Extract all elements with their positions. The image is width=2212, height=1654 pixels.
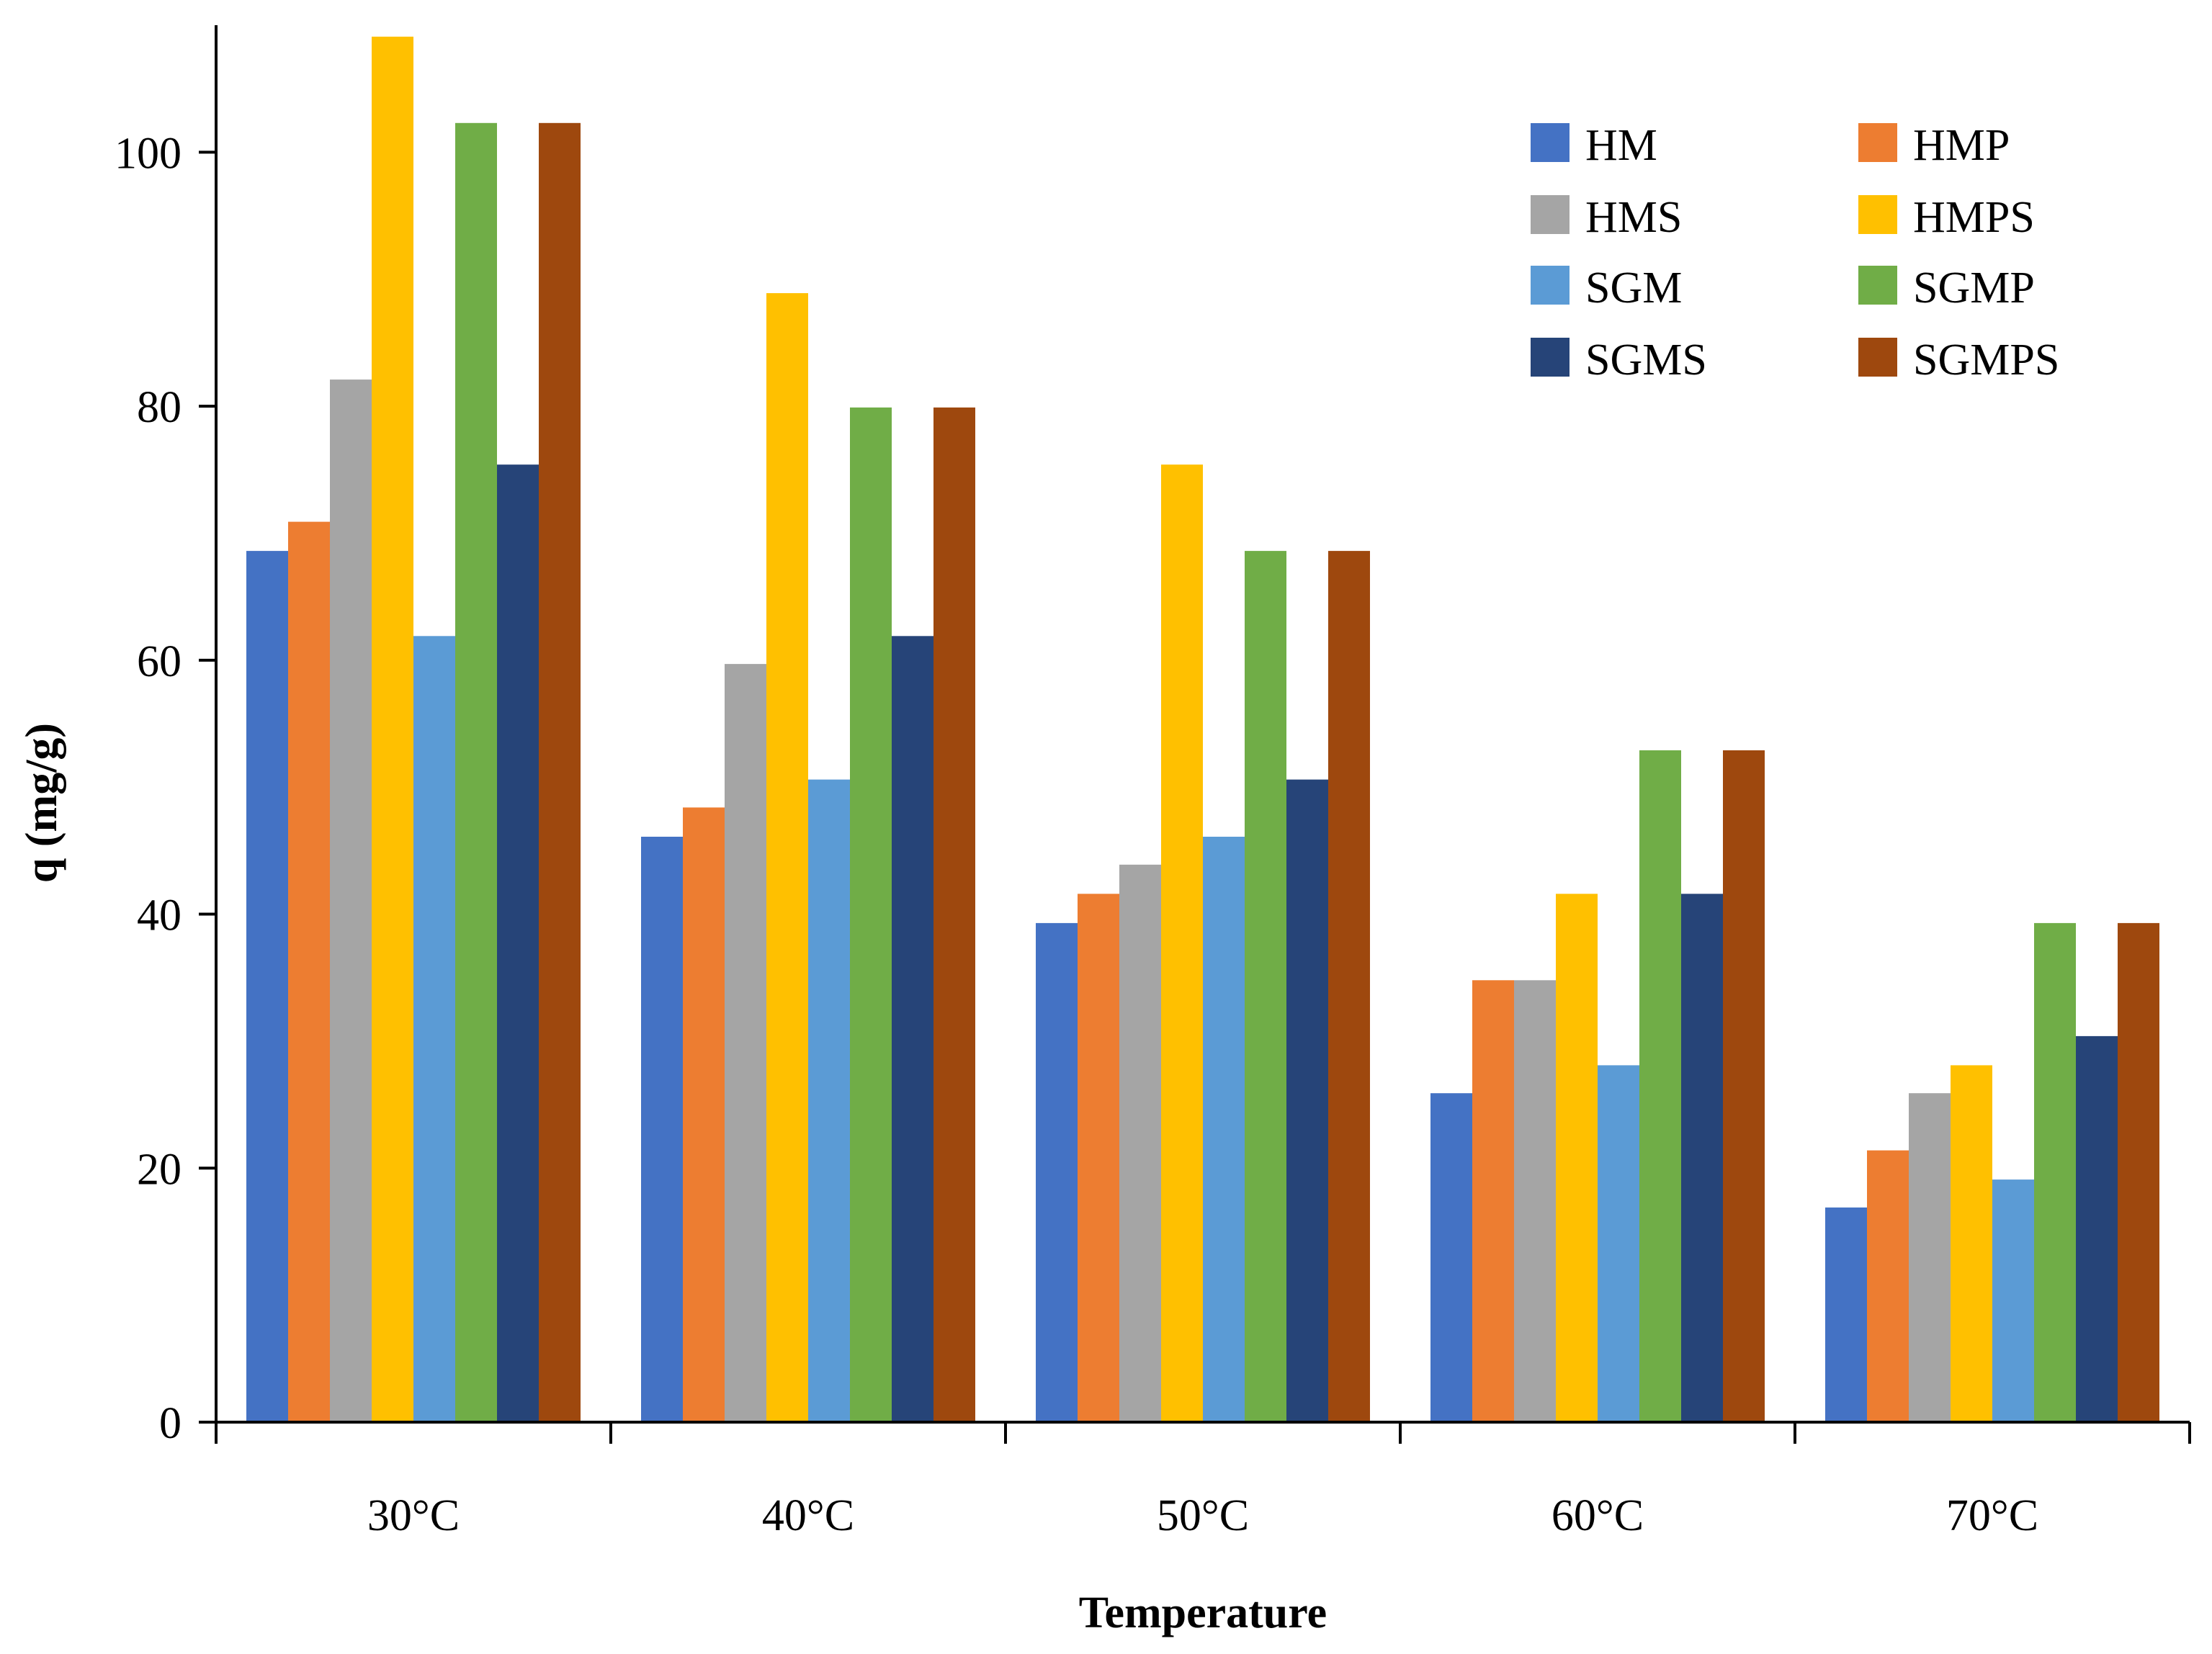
bar-hms-3 (1119, 864, 1161, 1422)
bar-hmps-4 (1556, 894, 1598, 1422)
y-tick-label: 40 (137, 891, 182, 940)
bar-sgmp-4 (1639, 750, 1681, 1422)
bar-sgmp-5 (2034, 922, 2076, 1422)
y-tick-label: 100 (115, 129, 182, 178)
bar-hms-1 (330, 379, 372, 1422)
bar-sgmps-5 (2118, 922, 2159, 1422)
bar-sgm-4 (1598, 1065, 1639, 1422)
bar-sgmps-4 (1723, 750, 1765, 1422)
bar-sgms-4 (1681, 894, 1723, 1422)
bar-sgmp-3 (1245, 551, 1286, 1422)
legend-swatch-hmp (1858, 123, 1897, 162)
bar-sgm-3 (1203, 837, 1245, 1422)
bar-hmp-5 (1867, 1150, 1909, 1422)
bar-hmps-2 (766, 293, 808, 1423)
legend-label-hm: HM (1585, 121, 1657, 170)
bar-hmps-3 (1161, 464, 1203, 1423)
legend-swatch-sgm (1531, 266, 1570, 305)
bar-sgm-1 (413, 636, 455, 1422)
bar-sgms-3 (1286, 779, 1328, 1422)
legend-label-sgmp: SGMP (1913, 264, 2035, 313)
bar-hm-2 (641, 837, 683, 1422)
bar-hmp-3 (1078, 894, 1119, 1422)
bar-hmp-2 (683, 807, 725, 1422)
legend-label-hms: HMS (1585, 193, 1682, 242)
bar-hmps-5 (1951, 1065, 1992, 1422)
x-axis: 30°C 40°C 50°C 60°C 70°C (215, 1421, 2191, 1540)
bar-hm-3 (1036, 922, 1078, 1422)
bar-hmps-1 (372, 36, 413, 1422)
x-category-label: 40°C (762, 1491, 854, 1540)
bar-hm-1 (246, 551, 288, 1422)
legend-label-sgmps: SGMPS (1913, 336, 2059, 385)
bar-sgms-2 (892, 636, 933, 1422)
bar-sgmp-1 (455, 122, 497, 1422)
x-category-label: 70°C (1946, 1491, 2038, 1540)
legend: HM HMP HMS HMPS SGM SGMP SGMS SGMPS (1531, 121, 2059, 385)
y-tick-label: 80 (137, 383, 182, 432)
plot-area (246, 36, 2159, 1423)
x-axis-title: Temperature (1079, 1588, 1327, 1637)
legend-swatch-hmps (1858, 195, 1897, 234)
bar-sgm-2 (808, 779, 850, 1422)
bar-hms-2 (725, 664, 766, 1422)
x-category-label: 50°C (1157, 1491, 1249, 1540)
y-tick-label: 20 (137, 1145, 182, 1194)
bar-sgmps-3 (1328, 551, 1370, 1422)
legend-swatch-hm (1531, 123, 1570, 162)
legend-label-sgm: SGM (1585, 264, 1682, 313)
bar-sgms-1 (497, 464, 539, 1423)
y-axis: 0 20 40 60 80 100 (115, 25, 218, 1448)
x-category-label: 30°C (367, 1491, 460, 1540)
bar-sgmps-1 (539, 122, 581, 1422)
x-category-label: 60°C (1551, 1491, 1644, 1540)
bar-hmp-1 (288, 521, 330, 1422)
bar-hm-5 (1825, 1207, 1867, 1422)
y-axis-title: q (mg/g) (17, 723, 66, 883)
y-tick-label: 60 (137, 637, 182, 686)
bar-sgm-5 (1992, 1179, 2034, 1422)
legend-swatch-sgms (1531, 338, 1570, 377)
legend-swatch-hms (1531, 195, 1570, 234)
bar-hms-5 (1909, 1093, 1951, 1422)
bar-sgmps-2 (933, 407, 975, 1422)
bar-hmp-4 (1472, 980, 1514, 1422)
bar-hms-4 (1514, 980, 1556, 1422)
bar-sgmp-2 (850, 407, 892, 1422)
bar-sgms-5 (2076, 1035, 2118, 1422)
legend-label-sgms: SGMS (1585, 336, 1707, 385)
legend-swatch-sgmp (1858, 266, 1897, 305)
legend-label-hmps: HMPS (1913, 193, 2035, 242)
legend-swatch-sgmps (1858, 338, 1897, 377)
bar-hm-4 (1430, 1093, 1472, 1422)
legend-label-hmp: HMP (1913, 121, 2010, 170)
y-tick-label: 0 (159, 1399, 182, 1448)
